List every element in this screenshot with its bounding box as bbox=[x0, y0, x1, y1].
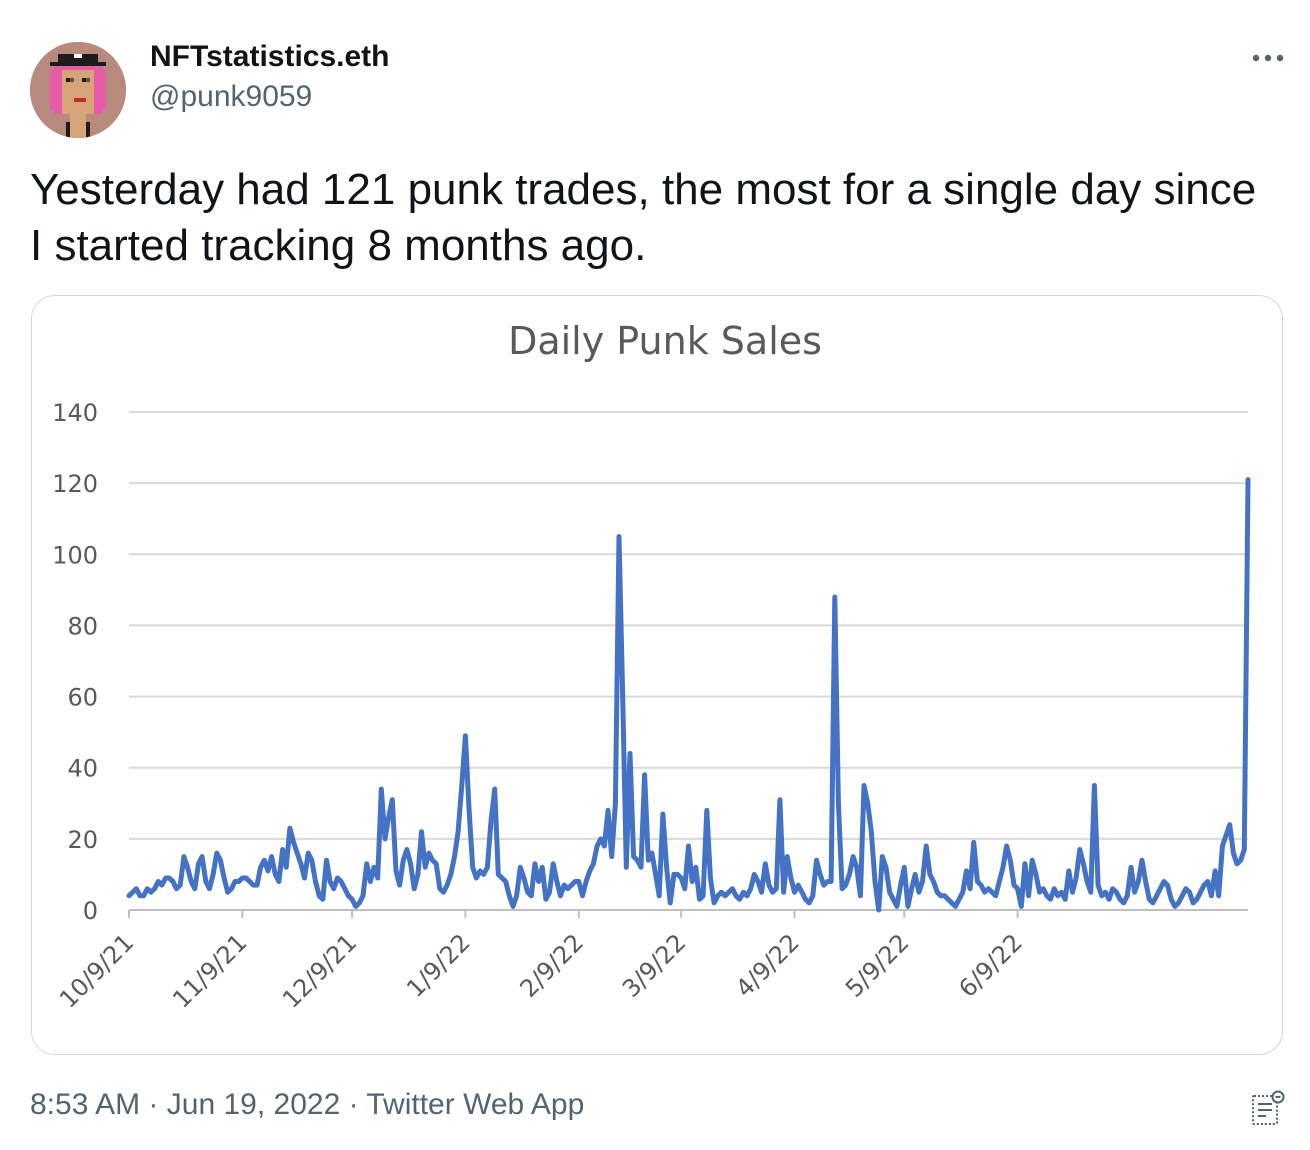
daily-punk-sales-chart: Daily Punk Sales 0 20 40 60 80 100 120 140 10/9… bbox=[52, 319, 1251, 1014]
chart-title: Daily Punk Sales bbox=[508, 319, 822, 363]
y-tick-label: 80 bbox=[67, 612, 98, 640]
y-tick-label: 20 bbox=[67, 826, 98, 854]
series-line bbox=[126, 477, 1251, 913]
more-options-button[interactable] bbox=[1248, 38, 1288, 78]
y-tick-label: 120 bbox=[52, 470, 98, 498]
x-tick-label: 11/9/21 bbox=[167, 928, 252, 1013]
x-tick-label: 12/9/21 bbox=[277, 928, 362, 1013]
view-analytics-button[interactable] bbox=[1248, 1088, 1288, 1128]
tweet-text: Yesterday had 121 punk trades, the most … bbox=[30, 165, 1257, 270]
punk-avatar-icon bbox=[30, 42, 126, 138]
tweet-date[interactable]: Jun 19, 2022 bbox=[166, 1088, 341, 1121]
meta-separator: · bbox=[348, 1088, 359, 1121]
y-tick-label: 0 bbox=[83, 897, 98, 925]
author-display-name[interactable]: NFTstatistics.eth bbox=[150, 40, 390, 73]
x-tick-label: 10/9/21 bbox=[54, 928, 139, 1013]
tweet-source[interactable]: Twitter Web App bbox=[366, 1088, 585, 1121]
author-handle[interactable]: @punk9059 bbox=[150, 80, 313, 113]
analytics-icon bbox=[1252, 1090, 1285, 1125]
author-avatar[interactable] bbox=[30, 42, 126, 138]
x-tick-label: 3/9/22 bbox=[617, 928, 691, 1002]
x-tick-label: 5/9/22 bbox=[840, 928, 914, 1002]
tweet-time[interactable]: 8:53 AM bbox=[30, 1088, 141, 1121]
y-tick-label: 60 bbox=[67, 684, 98, 712]
y-tick-label: 140 bbox=[52, 399, 98, 427]
more-dots-icon bbox=[1252, 54, 1284, 62]
x-tick-label: 6/9/22 bbox=[953, 928, 1027, 1002]
x-tick-label: 2/9/22 bbox=[515, 928, 589, 1002]
x-tick-label: 4/9/22 bbox=[730, 928, 804, 1002]
meta-separator: · bbox=[148, 1088, 159, 1121]
y-tick-label: 100 bbox=[52, 541, 98, 569]
tweet-media-chart[interactable]: Daily Punk Sales 0 20 40 60 80 100 120 140 10/9… bbox=[31, 295, 1283, 1055]
y-tick-label: 40 bbox=[67, 755, 98, 783]
tweet-meta: 8:53 AM · Jun 19, 2022 · Twitter Web App bbox=[30, 1088, 584, 1122]
x-tick-label: 1/9/22 bbox=[401, 928, 475, 1002]
